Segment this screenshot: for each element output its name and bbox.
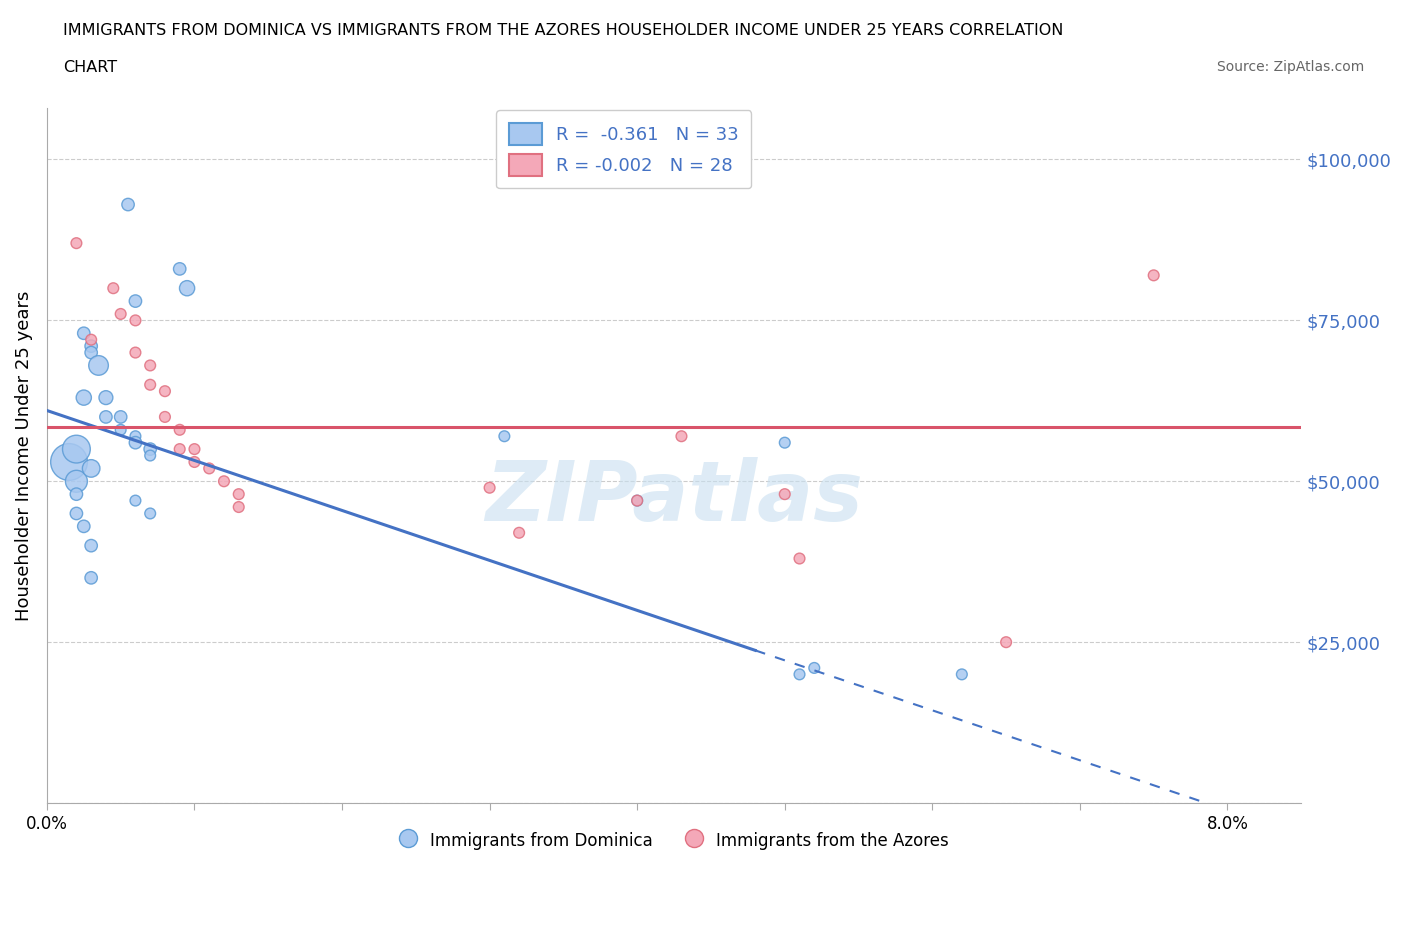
Point xyxy=(139,378,162,392)
Point xyxy=(65,442,87,457)
Point xyxy=(139,358,162,373)
Point xyxy=(228,486,250,501)
Point xyxy=(65,235,87,250)
Point xyxy=(198,461,221,476)
Point xyxy=(671,429,693,444)
Point xyxy=(80,538,103,553)
Point xyxy=(117,197,139,212)
Point xyxy=(80,339,103,353)
Point xyxy=(80,461,103,476)
Point xyxy=(803,660,825,675)
Point xyxy=(110,422,132,437)
Point xyxy=(73,519,96,534)
Point xyxy=(73,391,96,405)
Point xyxy=(773,486,796,501)
Point xyxy=(110,409,132,424)
Point xyxy=(94,409,117,424)
Point xyxy=(212,474,235,489)
Point xyxy=(508,525,530,540)
Point xyxy=(626,493,648,508)
Point xyxy=(228,499,250,514)
Point xyxy=(773,435,796,450)
Point xyxy=(494,429,516,444)
Point xyxy=(153,384,176,399)
Point xyxy=(124,429,146,444)
Y-axis label: Householder Income Under 25 years: Householder Income Under 25 years xyxy=(15,290,32,620)
Point xyxy=(124,493,146,508)
Point xyxy=(110,307,132,322)
Point xyxy=(124,313,146,328)
Point xyxy=(65,474,87,489)
Point xyxy=(80,332,103,347)
Point xyxy=(80,345,103,360)
Point xyxy=(950,667,973,682)
Point xyxy=(124,294,146,309)
Point xyxy=(139,442,162,457)
Point xyxy=(478,480,501,495)
Point xyxy=(169,261,191,276)
Point xyxy=(58,455,80,470)
Point xyxy=(65,486,87,501)
Point xyxy=(789,551,811,566)
Point xyxy=(87,358,110,373)
Point xyxy=(73,326,96,340)
Point xyxy=(176,281,198,296)
Legend: Immigrants from Dominica, Immigrants from the Azores: Immigrants from Dominica, Immigrants fro… xyxy=(394,824,955,857)
Point xyxy=(153,409,176,424)
Point xyxy=(1143,268,1166,283)
Text: IMMIGRANTS FROM DOMINICA VS IMMIGRANTS FROM THE AZORES HOUSEHOLDER INCOME UNDER : IMMIGRANTS FROM DOMINICA VS IMMIGRANTS F… xyxy=(63,23,1064,38)
Point xyxy=(65,506,87,521)
Point xyxy=(995,635,1018,650)
Point xyxy=(139,448,162,463)
Point xyxy=(139,506,162,521)
Point xyxy=(103,281,125,296)
Point xyxy=(789,667,811,682)
Point xyxy=(94,391,117,405)
Point xyxy=(183,455,205,470)
Point xyxy=(169,422,191,437)
Text: ZIPatlas: ZIPatlas xyxy=(485,457,863,538)
Point xyxy=(80,570,103,585)
Point xyxy=(183,442,205,457)
Point xyxy=(169,442,191,457)
Text: CHART: CHART xyxy=(63,60,117,75)
Text: Source: ZipAtlas.com: Source: ZipAtlas.com xyxy=(1216,60,1364,74)
Point xyxy=(124,345,146,360)
Point xyxy=(626,493,648,508)
Point xyxy=(124,435,146,450)
